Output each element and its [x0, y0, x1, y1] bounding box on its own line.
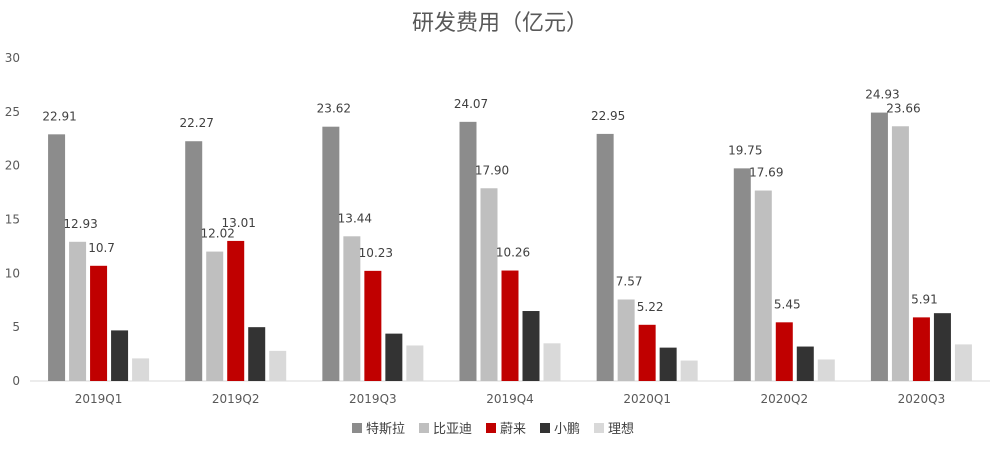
data-label: 13.01 [222, 216, 256, 230]
legend-label: 小鹏 [554, 422, 580, 437]
data-label: 23.62 [317, 102, 351, 116]
bar [638, 324, 656, 381]
bar [933, 313, 951, 381]
y-tick-label: 10 [5, 266, 20, 280]
bar [543, 343, 561, 381]
data-label: 17.90 [475, 163, 509, 177]
data-label: 5.22 [637, 300, 664, 314]
legend: 特斯拉 比亚迪 蔚来 小鹏 理想 [352, 421, 634, 437]
legend-swatch [540, 423, 550, 433]
legend-swatch [486, 423, 496, 433]
x-category-label: 2019Q2 [212, 392, 260, 406]
bar [954, 344, 972, 381]
bar [90, 265, 108, 381]
bar [406, 345, 424, 381]
y-tick-label: 0 [12, 374, 20, 388]
x-category-label: 2019Q4 [486, 392, 534, 406]
x-category-label: 2019Q3 [349, 392, 397, 406]
bar [269, 350, 287, 381]
data-label: 5.45 [774, 297, 801, 311]
legend-label: 蔚来 [500, 422, 526, 437]
y-tick-label: 20 [5, 159, 20, 173]
bar [912, 317, 930, 381]
bar [775, 322, 793, 381]
legend-label: 比亚迪 [433, 422, 472, 437]
data-label: 12.02 [201, 227, 235, 241]
bar [480, 188, 498, 381]
x-category-label: 2020Q2 [760, 392, 808, 406]
bar [343, 236, 361, 381]
bar [522, 311, 540, 381]
x-category-label: 2020Q3 [898, 392, 946, 406]
legend-swatch [419, 423, 429, 433]
bar [185, 141, 203, 381]
bar [596, 133, 614, 381]
data-label: 5.91 [911, 292, 938, 306]
x-category-label: 2020Q1 [623, 392, 671, 406]
data-label: 22.27 [180, 116, 214, 130]
bar [385, 333, 403, 381]
bar [870, 112, 888, 381]
bar [754, 190, 772, 381]
data-label: 22.91 [42, 109, 76, 123]
y-tick-label: 30 [5, 51, 20, 65]
bar [48, 134, 66, 381]
y-tick-label: 5 [12, 320, 20, 334]
y-axis: 0 5 10 15 20 25 30 [5, 51, 20, 388]
y-tick-label: 15 [5, 213, 20, 227]
data-label: 24.93 [865, 88, 899, 102]
data-label: 24.07 [454, 97, 488, 111]
chart-title: 研发费用（亿元） [412, 11, 588, 36]
data-label: 12.93 [63, 217, 97, 231]
data-label: 10.7 [88, 241, 115, 255]
bar [111, 330, 129, 381]
data-label: 10.23 [359, 246, 393, 260]
x-category-label: 2019Q1 [75, 392, 123, 406]
bars-group [48, 112, 972, 381]
bar [680, 360, 698, 381]
data-label: 7.57 [616, 274, 643, 288]
bar [322, 126, 340, 381]
data-label: 17.69 [749, 166, 783, 180]
legend-swatch [352, 423, 362, 433]
bar [659, 347, 677, 381]
bar [206, 251, 224, 381]
bar [501, 270, 519, 381]
bar [617, 299, 635, 381]
data-label: 10.26 [496, 246, 530, 260]
x-axis: 2019Q1 2019Q2 2019Q3 2019Q4 2020Q1 2020Q2 2020… [30, 380, 990, 406]
data-label: 23.66 [886, 101, 920, 115]
y-tick-label: 25 [5, 105, 20, 119]
bar [891, 126, 909, 381]
bar [248, 327, 266, 381]
bar [227, 240, 245, 381]
bar [459, 121, 477, 381]
legend-swatch [594, 423, 604, 433]
bar [364, 270, 382, 381]
bar [132, 358, 150, 381]
data-label: 13.44 [338, 211, 372, 225]
bar [733, 168, 751, 381]
bar [817, 359, 835, 381]
legend-label: 特斯拉 [366, 422, 405, 437]
bar [796, 346, 814, 381]
data-label: 22.95 [591, 109, 625, 123]
legend-label: 理想 [608, 421, 634, 437]
bar [69, 241, 87, 381]
data-label: 19.75 [728, 143, 762, 157]
